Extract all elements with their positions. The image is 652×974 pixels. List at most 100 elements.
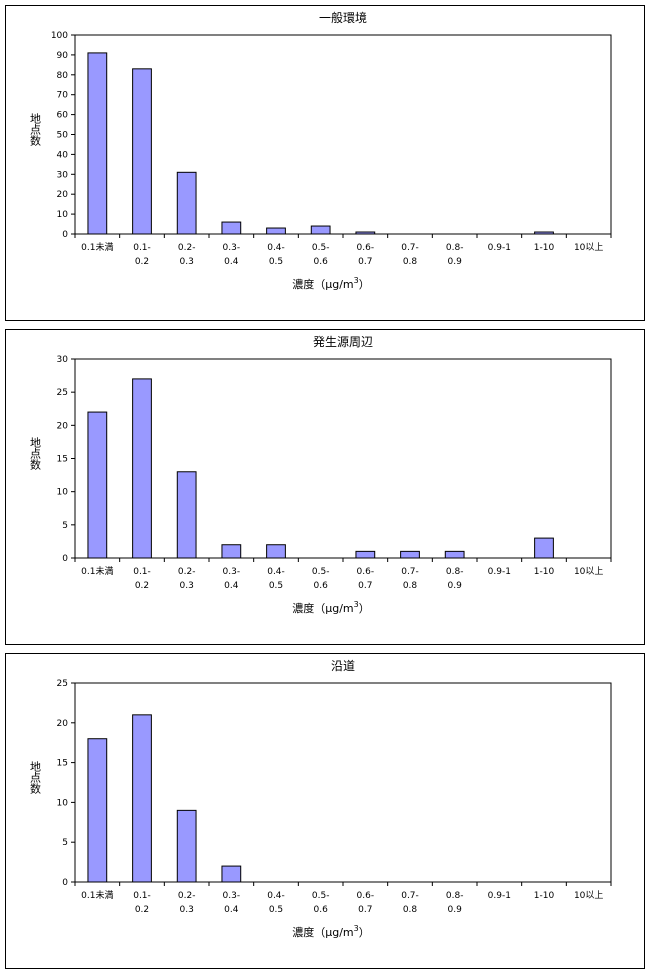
- x-axis-label: 濃度（μg/m3）: [292, 276, 370, 291]
- y-tick-label: 50: [57, 131, 69, 141]
- plot-area-frame: [74, 358, 612, 559]
- y-tick-label: 20: [57, 719, 69, 729]
- bar-10: [534, 537, 554, 559]
- bar-3: [221, 544, 242, 559]
- x-tick-label: 0.7-: [401, 243, 419, 253]
- y-tick-label: 10: [57, 210, 69, 220]
- y-axis-label: 地点数: [29, 437, 42, 471]
- x-tick-label: 0.2: [135, 905, 149, 915]
- y-tick-label: 90: [57, 51, 69, 61]
- x-tick-label: 0.4: [224, 257, 239, 267]
- bar-1: [132, 68, 152, 235]
- x-tick-label: 0.6: [314, 581, 329, 591]
- x-tick-label: 0.1未満: [81, 889, 113, 901]
- x-tick-label: 1-10: [534, 567, 555, 577]
- x-tick-label: 0.8: [403, 905, 418, 915]
- y-axis-label: 地点数: [29, 113, 42, 147]
- bar-6: [355, 231, 376, 235]
- bar-0: [87, 738, 108, 883]
- y-tick-label: 30: [57, 355, 69, 365]
- x-tick-label: 0.3: [180, 905, 194, 915]
- x-tick-label: 0.6: [314, 905, 329, 915]
- x-tick-label: 0.9: [448, 905, 463, 915]
- x-tick-label: 0.7-: [401, 567, 419, 577]
- bar-4: [266, 544, 286, 559]
- y-tick-label: 30: [57, 170, 69, 180]
- chart-title: 一般環境: [319, 10, 367, 25]
- x-tick-label: 0.4-: [267, 567, 285, 577]
- x-tick-label: 0.2: [135, 581, 149, 591]
- y-tick-label: 0: [62, 230, 68, 240]
- x-tick-label: 0.5: [269, 257, 283, 267]
- x-tick-label: 0.9-1: [488, 567, 511, 577]
- bar-3: [221, 221, 242, 235]
- chart-panel-source-vicinity: 発生源周辺 0 5 10 15 20 25 30 地点数 0.1未満 0.1- 0.2 0.2- 0.3 0…: [5, 329, 645, 645]
- y-tick-label: 25: [57, 679, 68, 689]
- x-tick-label: 0.7: [358, 581, 372, 591]
- x-axis-label: 濃度（μg/m3）: [292, 600, 370, 615]
- x-tick-label: 0.2: [135, 257, 149, 267]
- x-tick-label: 0.7-: [401, 891, 419, 901]
- x-tick-label: 0.5: [269, 905, 283, 915]
- x-tick-label: 0.6-: [357, 891, 375, 901]
- bar-4: [266, 227, 286, 235]
- y-tick-label: 100: [51, 31, 68, 41]
- x-tick-label: 0.2-: [178, 243, 196, 253]
- bar-3: [221, 865, 242, 883]
- bar-1: [132, 378, 152, 559]
- x-axis-label: 濃度（μg/m3）: [292, 924, 370, 939]
- y-tick-label: 5: [62, 838, 68, 848]
- x-tick-label: 0.7: [358, 905, 372, 915]
- x-tick-label: 0.1-: [133, 891, 151, 901]
- bar-2: [176, 171, 197, 235]
- x-tick-label: 0.8-: [446, 891, 464, 901]
- bar-0: [87, 52, 108, 235]
- y-tick-label: 20: [57, 190, 69, 200]
- chart-roadside-svg: 沿道 0 5 10 15 20 25 地点数 0.1未満 0.1- 0.2 0.2- 0.3 0.3- 0.…: [29, 659, 612, 939]
- x-tick-label: 0.4: [224, 905, 239, 915]
- bar-6: [355, 550, 376, 559]
- y-axis-label: 地点数: [29, 761, 42, 795]
- x-tick-label: 0.4-: [267, 243, 285, 253]
- bar-2: [176, 471, 197, 559]
- x-tick-label: 10以上: [574, 890, 603, 901]
- x-tick-label: 0.1未満: [81, 241, 113, 253]
- x-tick-label: 1-10: [534, 891, 555, 901]
- x-tick-label: 0.7: [358, 257, 372, 267]
- chart-panel-general: 一般環境 0 10 20 30 40 50 60 70 80 90 100 地点数 0.1未満 0.1- 0.…: [5, 5, 645, 321]
- y-tick-label: 40: [57, 150, 69, 160]
- y-tick-label: 70: [57, 91, 69, 101]
- x-tick-label: 0.9: [448, 257, 463, 267]
- x-tick-label: 0.9-1: [488, 891, 511, 901]
- x-tick-label: 0.3-: [223, 891, 241, 901]
- x-tick-label: 0.3-: [223, 567, 241, 577]
- x-tick-label: 0.2-: [178, 891, 196, 901]
- x-tick-label: 0.5-: [312, 891, 330, 901]
- bar-10: [534, 231, 554, 235]
- chart-title: 発生源周辺: [313, 335, 373, 349]
- x-tick-label: 10以上: [574, 242, 603, 253]
- x-tick-label: 0.8-: [446, 243, 464, 253]
- chart-source-vicinity-svg: 発生源周辺 0 5 10 15 20 25 30 地点数 0.1未満 0.1- 0.2 0.2- 0.3 0…: [29, 335, 612, 615]
- plot-area-frame: [74, 682, 612, 883]
- x-tick-label: 0.3-: [223, 243, 241, 253]
- x-tick-label: 0.1-: [133, 243, 151, 253]
- x-tick-label: 0.6-: [357, 243, 375, 253]
- y-tick-label: 0: [62, 878, 68, 888]
- x-tick-label: 0.1-: [133, 567, 151, 577]
- x-tick-label: 0.8-: [446, 567, 464, 577]
- bar-5: [310, 225, 331, 235]
- plot-area-frame: [74, 34, 612, 235]
- y-tick-label: 10: [57, 488, 69, 498]
- x-tick-label: 0.3: [180, 257, 194, 267]
- y-tick-label: 80: [57, 71, 69, 81]
- bar-7: [400, 550, 420, 559]
- bar-0: [87, 411, 108, 559]
- x-tick-label: 0.9: [448, 581, 463, 591]
- x-tick-label: 0.8: [403, 581, 418, 591]
- y-tick-label: 0: [62, 554, 68, 564]
- x-tick-label: 1-10: [534, 243, 555, 253]
- x-tick-label: 0.4: [224, 581, 239, 591]
- y-tick-label: 60: [57, 111, 69, 121]
- y-tick-label: 15: [57, 455, 68, 465]
